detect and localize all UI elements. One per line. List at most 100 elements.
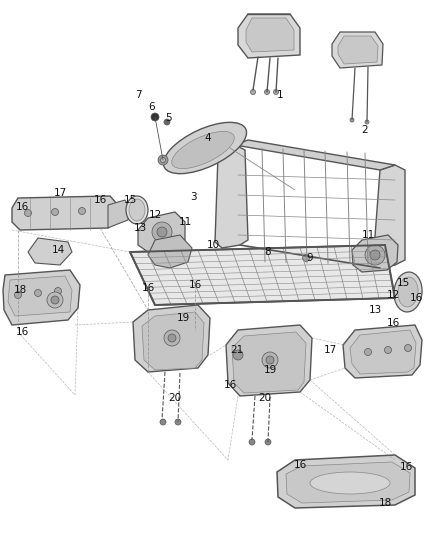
Ellipse shape bbox=[172, 132, 234, 168]
Text: 12: 12 bbox=[148, 210, 162, 220]
Text: 15: 15 bbox=[124, 195, 137, 205]
Circle shape bbox=[35, 289, 42, 296]
Circle shape bbox=[158, 155, 168, 165]
Circle shape bbox=[365, 120, 369, 124]
Circle shape bbox=[175, 419, 181, 425]
Text: 16: 16 bbox=[293, 460, 307, 470]
Ellipse shape bbox=[310, 472, 390, 494]
Polygon shape bbox=[232, 332, 306, 393]
Text: 20: 20 bbox=[258, 393, 272, 403]
Text: 19: 19 bbox=[177, 313, 190, 323]
Polygon shape bbox=[350, 330, 416, 374]
Circle shape bbox=[273, 90, 279, 94]
Polygon shape bbox=[235, 140, 395, 170]
Text: 7: 7 bbox=[135, 90, 141, 100]
Text: 21: 21 bbox=[230, 345, 244, 355]
Text: 17: 17 bbox=[323, 345, 337, 355]
Circle shape bbox=[47, 292, 63, 308]
Polygon shape bbox=[142, 312, 204, 370]
Circle shape bbox=[160, 419, 166, 425]
Circle shape bbox=[52, 208, 59, 215]
Text: 2: 2 bbox=[362, 125, 368, 135]
Text: 16: 16 bbox=[223, 380, 237, 390]
Polygon shape bbox=[130, 245, 395, 305]
Ellipse shape bbox=[163, 123, 247, 174]
Text: 16: 16 bbox=[410, 293, 423, 303]
Circle shape bbox=[405, 344, 411, 351]
Polygon shape bbox=[338, 36, 378, 64]
Text: 17: 17 bbox=[53, 188, 67, 198]
Polygon shape bbox=[277, 455, 415, 508]
Polygon shape bbox=[215, 145, 248, 248]
Circle shape bbox=[350, 118, 354, 122]
Circle shape bbox=[385, 346, 392, 353]
Circle shape bbox=[370, 250, 380, 260]
Polygon shape bbox=[332, 32, 383, 68]
Polygon shape bbox=[133, 305, 210, 372]
Circle shape bbox=[78, 207, 85, 214]
Polygon shape bbox=[138, 212, 185, 252]
Text: 16: 16 bbox=[188, 280, 201, 290]
Text: 16: 16 bbox=[386, 318, 399, 328]
Circle shape bbox=[160, 157, 166, 163]
Text: 16: 16 bbox=[141, 283, 155, 293]
Text: 5: 5 bbox=[165, 113, 171, 123]
Circle shape bbox=[168, 334, 176, 342]
Text: 16: 16 bbox=[93, 195, 106, 205]
Circle shape bbox=[303, 254, 310, 262]
Circle shape bbox=[164, 330, 180, 346]
Text: 14: 14 bbox=[51, 245, 65, 255]
Polygon shape bbox=[8, 276, 72, 316]
Text: 16: 16 bbox=[15, 327, 28, 337]
Circle shape bbox=[265, 90, 269, 94]
Ellipse shape bbox=[126, 196, 148, 224]
Text: 18: 18 bbox=[378, 498, 392, 508]
Circle shape bbox=[249, 439, 255, 445]
Circle shape bbox=[157, 227, 167, 237]
Text: 16: 16 bbox=[399, 462, 413, 472]
Polygon shape bbox=[238, 14, 300, 58]
Circle shape bbox=[25, 209, 32, 216]
Text: 11: 11 bbox=[361, 230, 374, 240]
Polygon shape bbox=[28, 238, 72, 265]
Circle shape bbox=[54, 287, 61, 295]
Circle shape bbox=[266, 356, 274, 364]
Text: 10: 10 bbox=[206, 240, 219, 250]
Text: 11: 11 bbox=[178, 217, 192, 227]
Circle shape bbox=[364, 349, 371, 356]
Text: 4: 4 bbox=[205, 133, 211, 143]
Circle shape bbox=[51, 296, 59, 304]
Polygon shape bbox=[3, 270, 80, 325]
Circle shape bbox=[151, 113, 159, 121]
Circle shape bbox=[164, 119, 170, 125]
Text: 8: 8 bbox=[265, 247, 271, 257]
Text: 12: 12 bbox=[386, 290, 399, 300]
Ellipse shape bbox=[398, 277, 418, 307]
Polygon shape bbox=[343, 325, 422, 378]
Polygon shape bbox=[226, 325, 312, 396]
Text: 13: 13 bbox=[368, 305, 381, 315]
Circle shape bbox=[262, 352, 278, 368]
Text: 3: 3 bbox=[190, 192, 196, 202]
Ellipse shape bbox=[129, 199, 145, 221]
Text: 15: 15 bbox=[396, 278, 410, 288]
Text: 13: 13 bbox=[134, 223, 147, 233]
Polygon shape bbox=[352, 235, 398, 272]
Polygon shape bbox=[12, 196, 118, 230]
Polygon shape bbox=[286, 462, 410, 503]
Circle shape bbox=[233, 350, 243, 360]
Circle shape bbox=[365, 245, 385, 265]
Polygon shape bbox=[148, 235, 192, 268]
Ellipse shape bbox=[394, 272, 422, 312]
Polygon shape bbox=[373, 165, 405, 268]
Text: 16: 16 bbox=[15, 202, 28, 212]
Polygon shape bbox=[108, 200, 130, 228]
Circle shape bbox=[152, 222, 172, 242]
Circle shape bbox=[14, 292, 21, 298]
Circle shape bbox=[265, 439, 271, 445]
Text: 6: 6 bbox=[148, 102, 155, 112]
Polygon shape bbox=[246, 18, 294, 52]
Circle shape bbox=[251, 90, 255, 94]
Text: 19: 19 bbox=[263, 365, 277, 375]
Text: 9: 9 bbox=[307, 253, 313, 263]
